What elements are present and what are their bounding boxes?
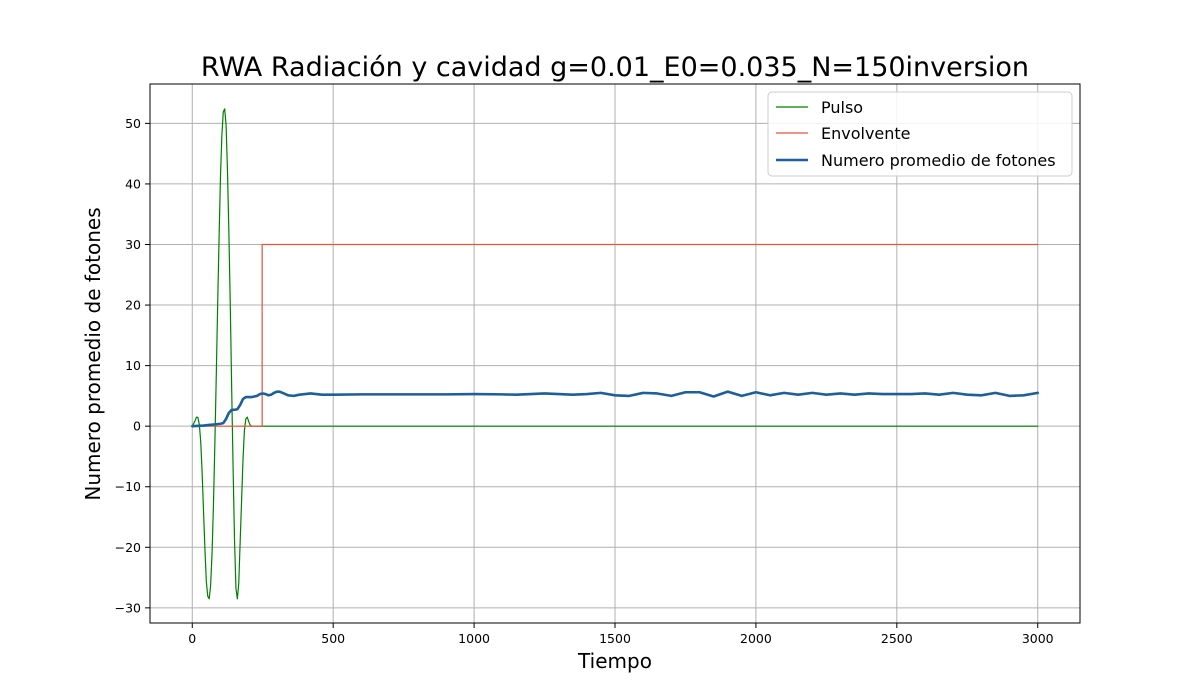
legend-label-pulso: Pulso	[821, 98, 863, 117]
legend-box	[767, 91, 1073, 177]
x-tick-label: 3000	[1022, 631, 1054, 646]
y-tick-label: −20	[115, 540, 141, 555]
legend-label-fotones: Numero promedio de fotones	[821, 151, 1056, 170]
y-tick-label: 10	[125, 358, 141, 373]
x-tick-label: 1000	[458, 631, 490, 646]
y-tick-label: −10	[115, 479, 141, 494]
y-tick-label: 0	[133, 419, 141, 434]
x-tick-label: 500	[321, 631, 345, 646]
legend: Pulso Envolvente Numero promedio de foto…	[767, 91, 1073, 177]
y-tick-label: −30	[115, 600, 141, 615]
legend-label-envolvente: Envolvente	[821, 124, 911, 143]
plot-area	[190, 108, 1040, 600]
chart-title: RWA Radiación y cavidad g=0.01_E0=0.035_…	[201, 52, 1029, 83]
x-tick-label: 2500	[881, 631, 913, 646]
x-tick-label: 1500	[599, 631, 631, 646]
y-tick-label: 40	[125, 176, 141, 191]
x-tick-label: 0	[188, 631, 196, 646]
y-axis-label: Numero promedio de fotones	[81, 207, 105, 500]
x-axis-ticks: 0 500 1000 1500 2000 2500 3000	[188, 623, 1054, 646]
y-tick-label: 50	[125, 116, 141, 131]
series-fotones-line	[190, 390, 1040, 428]
series-envolvente-line	[191, 243, 1039, 427]
x-tick-label: 2000	[740, 631, 772, 646]
y-tick-label: 30	[125, 237, 141, 252]
x-axis-label: Tiempo	[577, 649, 652, 673]
y-tick-label: 20	[125, 298, 141, 313]
y-axis-ticks: −30 −20 −10 0 10 20 30 40 50	[115, 116, 150, 615]
